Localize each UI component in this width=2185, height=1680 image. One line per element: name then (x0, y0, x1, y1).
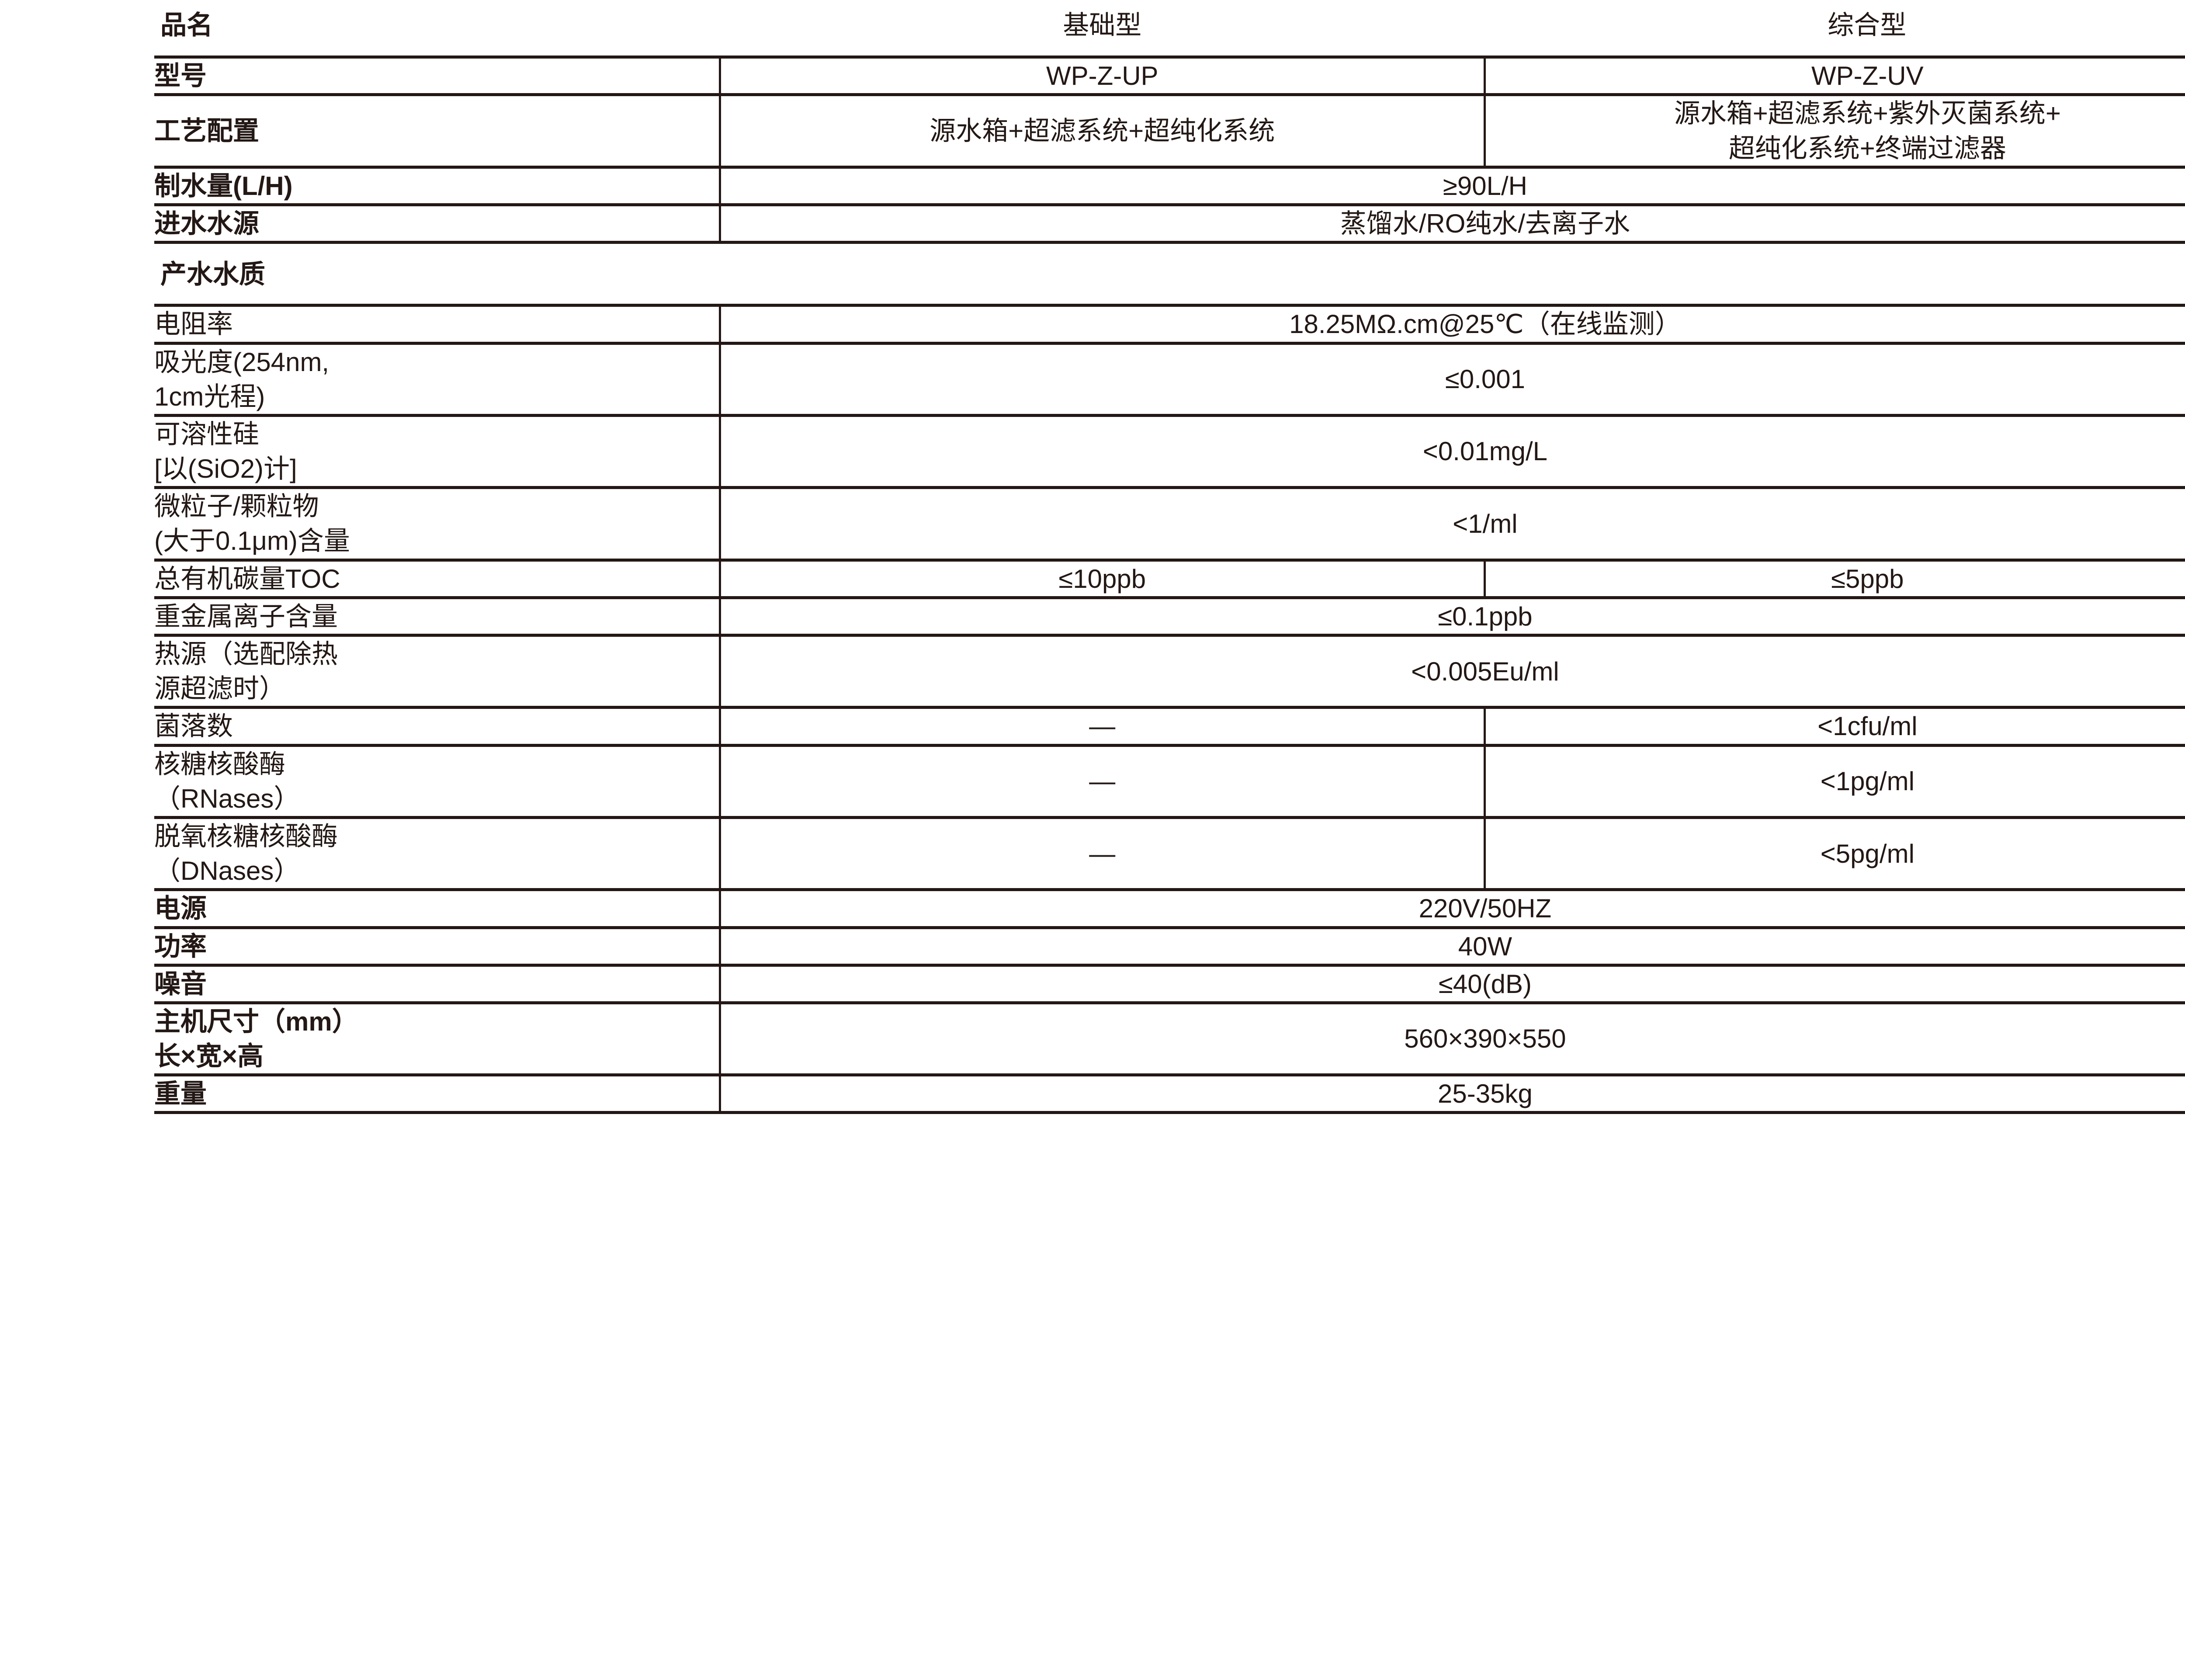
table-row: 产水水质 (154, 242, 2185, 307)
row-value-basic: ≤10ppb (720, 560, 1486, 599)
table-row: 电阻率 18.25MΩ.cm@25℃（在线监测） (154, 305, 2185, 345)
row-label: 热源（选配除热 源超滤时） (154, 635, 721, 709)
table-row: 品名 基础型 综合型 (154, 0, 2185, 59)
row-value-comprehensive: WP-Z-UV (1484, 57, 2185, 97)
row-value-comprehensive: 综合型 (1484, 0, 2185, 59)
table-row: 制水量(L/H) ≥90L/H (154, 167, 2185, 206)
row-value-comprehensive: <1cfu/ml (1484, 707, 2185, 747)
row-value-basic: 源水箱+超滤系统+超纯化系统 (720, 94, 1486, 169)
table-row: 吸光度(254nm, 1cm光程) ≤0.001 (154, 343, 2185, 417)
row-value-combined: ≤40(dB) (720, 965, 2185, 1004)
row-label: 制水量(L/H) (154, 167, 721, 206)
table-row: 噪音 ≤40(dB) (154, 965, 2185, 1004)
row-value-combined: 18.25MΩ.cm@25℃（在线监测） (720, 305, 2185, 345)
row-value-combined: ≤0.001 (720, 343, 2185, 417)
row-value-comprehensive: 源水箱+超滤系统+紫外灭菌系统+ 超纯化系统+终端过滤器 (1484, 94, 2185, 169)
row-label: 品名 (154, 0, 720, 59)
row-label: 功率 (154, 927, 721, 967)
row-value-combined: 蒸馏水/RO纯水/去离子水 (720, 205, 2185, 244)
row-label: 重金属离子含量 (154, 597, 721, 637)
row-label: 电源 (154, 889, 721, 929)
table-row: 进水水源 蒸馏水/RO纯水/去离子水 (154, 205, 2185, 244)
table-row: 工艺配置 源水箱+超滤系统+超纯化系统 源水箱+超滤系统+紫外灭菌系统+ 超纯化系统… (154, 94, 2185, 169)
row-label: 核糖核酸酶 （RNases） (154, 745, 721, 819)
table-row: 总有机碳量TOC ≤10ppb ≤5ppb (154, 560, 2185, 599)
row-value-basic: — (720, 817, 1486, 892)
table-row: 可溶性硅 [以(SiO2)计] <0.01mg/L (154, 415, 2185, 489)
table-row: 热源（选配除热 源超滤时） <0.005Eu/ml (154, 635, 2185, 709)
table-row: 菌落数 — <1cfu/ml (154, 707, 2185, 747)
table-row: 重金属离子含量 ≤0.1ppb (154, 597, 2185, 637)
row-label: 主机尺寸（mm） 长×宽×高 (154, 1003, 721, 1077)
row-label: 噪音 (154, 965, 721, 1004)
row-value-combined: 40W (720, 927, 2185, 967)
row-label: 吸光度(254nm, 1cm光程) (154, 343, 721, 417)
row-value-basic: WP-Z-UP (720, 57, 1486, 97)
row-value-combined: 25-35kg (720, 1075, 2185, 1114)
table-row: 核糖核酸酶 （RNases） — <1pg/ml (154, 745, 2185, 819)
table-row: 重量 25-35kg (154, 1075, 2185, 1114)
row-label: 可溶性硅 [以(SiO2)计] (154, 415, 721, 489)
row-value-comprehensive: <5pg/ml (1484, 817, 2185, 892)
row-value-basic: — (720, 707, 1486, 747)
row-label: 型号 (154, 57, 721, 97)
row-value-combined: ≥90L/H (720, 167, 2185, 206)
row-label: 微粒子/颗粒物 (大于0.1μm)含量 (154, 487, 721, 562)
table-row: 脱氧核糖核酸酶 （DNases） — <5pg/ml (154, 817, 2185, 892)
table-row: 微粒子/颗粒物 (大于0.1μm)含量 <1/ml (154, 487, 2185, 562)
row-value-combined: ≤0.1ppb (720, 597, 2185, 637)
specification-table-body: 品名 基础型 综合型 型号 WP-Z-UP WP-Z-UV 工艺配置 源水箱+超滤系统+超纯化… (154, 0, 2185, 1114)
table-row: 电源 220V/50HZ (154, 889, 2185, 929)
row-value-basic: 基础型 (720, 0, 1485, 59)
row-label: 工艺配置 (154, 94, 721, 169)
row-label: 总有机碳量TOC (154, 560, 721, 599)
row-label: 脱氧核糖核酸酶 （DNases） (154, 817, 721, 892)
row-label: 重量 (154, 1075, 721, 1114)
row-value-basic: — (720, 745, 1486, 819)
row-label: 电阻率 (154, 305, 721, 345)
table-row: 型号 WP-Z-UP WP-Z-UV (154, 57, 2185, 97)
table-row: 主机尺寸（mm） 长×宽×高 560×390×550 (154, 1003, 2185, 1077)
row-value-combined: 560×390×550 (720, 1003, 2185, 1077)
specification-table: 品名 基础型 综合型 型号 WP-Z-UP WP-Z-UV 工艺配置 源水箱+超滤系统+超纯化… (154, 0, 2185, 1114)
row-value-combined: 220V/50HZ (720, 889, 2185, 929)
row-label: 产水水质 (154, 242, 2185, 307)
row-value-combined: <1/ml (720, 487, 2185, 562)
row-label: 菌落数 (154, 707, 721, 747)
row-label: 进水水源 (154, 205, 721, 244)
row-value-combined: <0.01mg/L (720, 415, 2185, 489)
table-row: 功率 40W (154, 927, 2185, 967)
row-value-combined: <0.005Eu/ml (720, 635, 2185, 709)
row-value-comprehensive: <1pg/ml (1484, 745, 2185, 819)
row-value-comprehensive: ≤5ppb (1484, 560, 2185, 599)
